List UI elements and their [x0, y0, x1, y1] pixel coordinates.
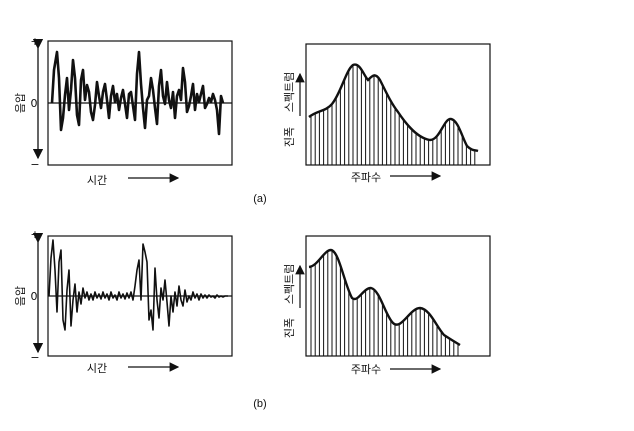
waveform-b-x-label: 시간: [87, 362, 107, 375]
spectrum-b: 스펙트럼 진폭 주파수: [283, 235, 491, 376]
spectrum-a-frame: [305, 43, 491, 166]
waveform-a-minus: −: [30, 158, 39, 171]
spectrum-a-x-label: 주파수: [351, 171, 381, 184]
panel-b: + 0 − 음압 시간 스펙트럼 진폭 주파수 (b): [14, 228, 491, 410]
waveform-a-signal: [50, 50, 225, 136]
panel-a: + 0 − 음압 시간 스펙트럼 진폭 주파수 (a): [14, 35, 491, 205]
panel-a-caption: (a): [253, 193, 266, 205]
waveform-b-plus: +: [30, 228, 39, 241]
waveform-b-signal: [48, 239, 228, 331]
waveform-b-zero: 0: [31, 290, 38, 303]
spectrum-a: 스펙트럼 진폭 주파수: [283, 43, 491, 184]
waveform-a-x-label: 시간: [87, 174, 107, 187]
waveform-a-plus: +: [30, 35, 39, 48]
spectrum-b-envelope: [308, 248, 461, 347]
spectrum-b-frame: [305, 235, 491, 357]
waveform-a-y-label: 음압: [14, 93, 27, 113]
waveform-a: + 0 − 음압 시간: [14, 35, 233, 187]
spectrum-b-y-label-bottom: 진폭: [283, 318, 296, 338]
waveform-b: + 0 − 음압 시간: [14, 228, 233, 375]
waveform-b-minus: −: [30, 351, 39, 364]
spectrum-b-bars: [310, 250, 459, 356]
waveform-a-zero: 0: [31, 97, 38, 110]
spectrum-b-x-label: 주파수: [351, 363, 381, 376]
spectrum-a-bars: [310, 65, 476, 165]
panel-b-caption: (b): [253, 398, 266, 410]
spectrum-b-y-label-top: 스펙트럼: [283, 264, 296, 304]
spectrum-a-y-label-bottom: 진폭: [283, 127, 296, 147]
waveform-b-y-label: 음압: [14, 286, 27, 306]
spectrum-a-y-label-top: 스펙트럼: [283, 72, 296, 112]
spectrum-a-envelope: [308, 63, 479, 153]
